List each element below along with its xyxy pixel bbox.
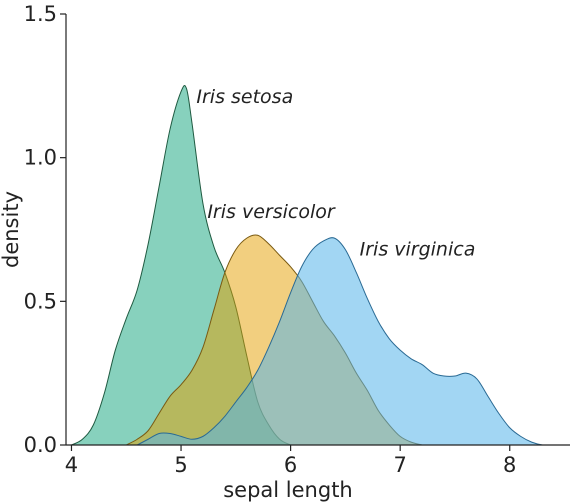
y-axis-title: density [0,191,23,268]
y-tick-label: 1.0 [24,146,57,170]
axes: 4 5 6 7 8 0.0 0.5 1.0 1.5 [24,2,570,477]
density-areas [71,85,554,446]
density-area-iris-virginica [136,237,554,446]
series-label-iris-virginica: Iris virginica [360,238,476,260]
x-axis-title: sepal length [223,478,353,502]
x-tick-label: 5 [174,453,187,477]
y-tick-label: 1.5 [24,2,57,26]
y-tick-label: 0.0 [24,433,57,457]
series-label-iris-versicolor: Iris versicolor [207,201,336,223]
y-tick-label: 0.5 [24,289,57,313]
y-ticks: 0.0 0.5 1.0 1.5 [24,2,66,457]
x-tick-label: 8 [503,453,516,477]
x-tick-label: 6 [284,453,297,477]
series-label-iris-setosa: Iris setosa [196,86,293,108]
series-labels: Iris setosa Iris versicolor Iris virginica [196,86,475,260]
x-ticks: 4 5 6 7 8 [65,445,516,477]
x-tick-label: 7 [393,453,406,477]
x-tick-label: 4 [65,453,78,477]
